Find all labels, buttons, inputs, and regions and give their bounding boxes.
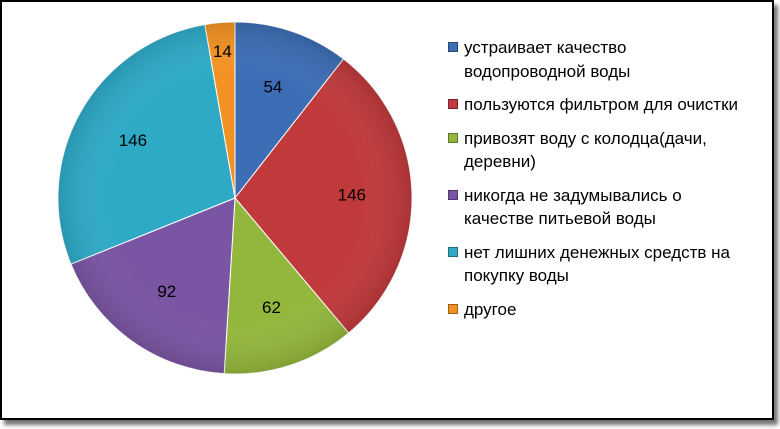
pie-shading <box>58 22 412 374</box>
legend-item-3: никогда не задумывались о качестве питье… <box>442 184 742 231</box>
legend-item-2: привозят воду с колодца(дачи, деревни) <box>442 127 742 174</box>
data-label-5: 14 <box>213 42 232 61</box>
legend-item-5: другое <box>442 298 742 322</box>
data-label-4: 146 <box>119 131 147 150</box>
legend-item-4: нет лишних денежных средств на покупку в… <box>442 241 742 288</box>
legend-swatch-2 <box>448 132 458 143</box>
legend-swatch-0 <box>448 42 458 52</box>
chart-frame: 54 146 62 92 146 14 устраивает качество водоп… <box>0 0 774 420</box>
legend-swatch-5 <box>448 303 458 314</box>
legend: устраивает качество водопроводной воды по… <box>442 36 742 331</box>
legend-label-2: привозят воду с колодца(дачи, деревни) <box>464 128 707 172</box>
legend-label-1: пользуются фильтром для очистки <box>464 95 739 114</box>
legend-label-0: устраивает качество водопроводной воды <box>464 38 631 81</box>
legend-swatch-3 <box>448 189 458 200</box>
data-label-1: 146 <box>338 185 366 204</box>
data-label-3: 92 <box>157 282 176 301</box>
legend-item-1: пользуются фильтром для очистки <box>442 93 742 117</box>
legend-item-0: устраивает качество водопроводной воды <box>442 36 742 83</box>
legend-label-4: нет лишних денежных средств на покупку в… <box>464 242 731 286</box>
legend-label-5: другое <box>464 299 517 319</box>
legend-swatch-1 <box>448 99 458 109</box>
legend-label-3: никогда не задумывались о качестве питье… <box>464 185 682 229</box>
data-label-0: 54 <box>263 78 282 97</box>
data-label-2: 62 <box>262 298 281 317</box>
legend-swatch-4 <box>448 246 458 257</box>
